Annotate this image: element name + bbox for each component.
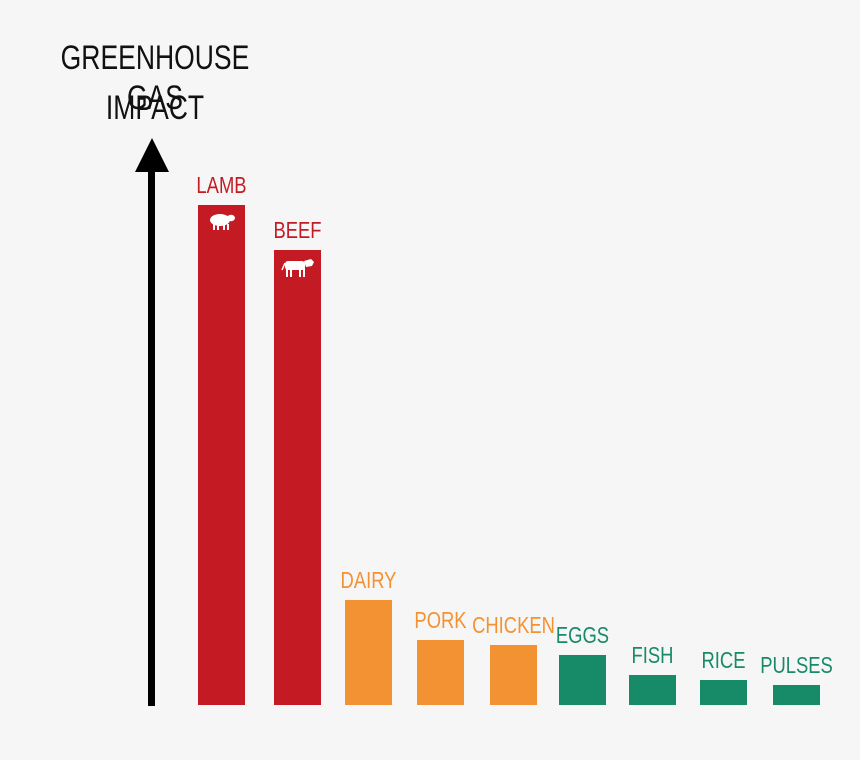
sheep-icon [207, 211, 237, 236]
bar-eggs [559, 655, 606, 705]
bar-label-eggs: EGGS [555, 622, 610, 648]
chart-title-line-2: IMPACT [105, 89, 205, 127]
arrow-head-icon [135, 138, 169, 172]
bar-chicken [490, 645, 537, 705]
bar-label-rice: RICE [701, 647, 746, 673]
cow-icon [280, 256, 316, 283]
bar-label-fish: FISH [631, 642, 674, 668]
bar-label-chicken: CHICKEN [472, 612, 555, 638]
chart-title-line-1: GREENHOUSE GAS [60, 39, 250, 117]
bar-pulses [773, 685, 820, 705]
bar-label-dairy: DAIRY [340, 567, 397, 593]
axis-line [148, 168, 155, 706]
bar-dairy [345, 600, 392, 705]
bar-label-pork: PORK [414, 607, 467, 633]
bar-pork [417, 640, 464, 705]
bar-label-lamb: LAMB [196, 172, 247, 198]
bar-rice [700, 680, 747, 705]
bar-label-pulses: PULSES [760, 652, 833, 678]
bar-beef [274, 250, 321, 705]
bar-label-beef: BEEF [273, 217, 322, 243]
bar-lamb [198, 205, 245, 705]
bar-fish [629, 675, 676, 705]
